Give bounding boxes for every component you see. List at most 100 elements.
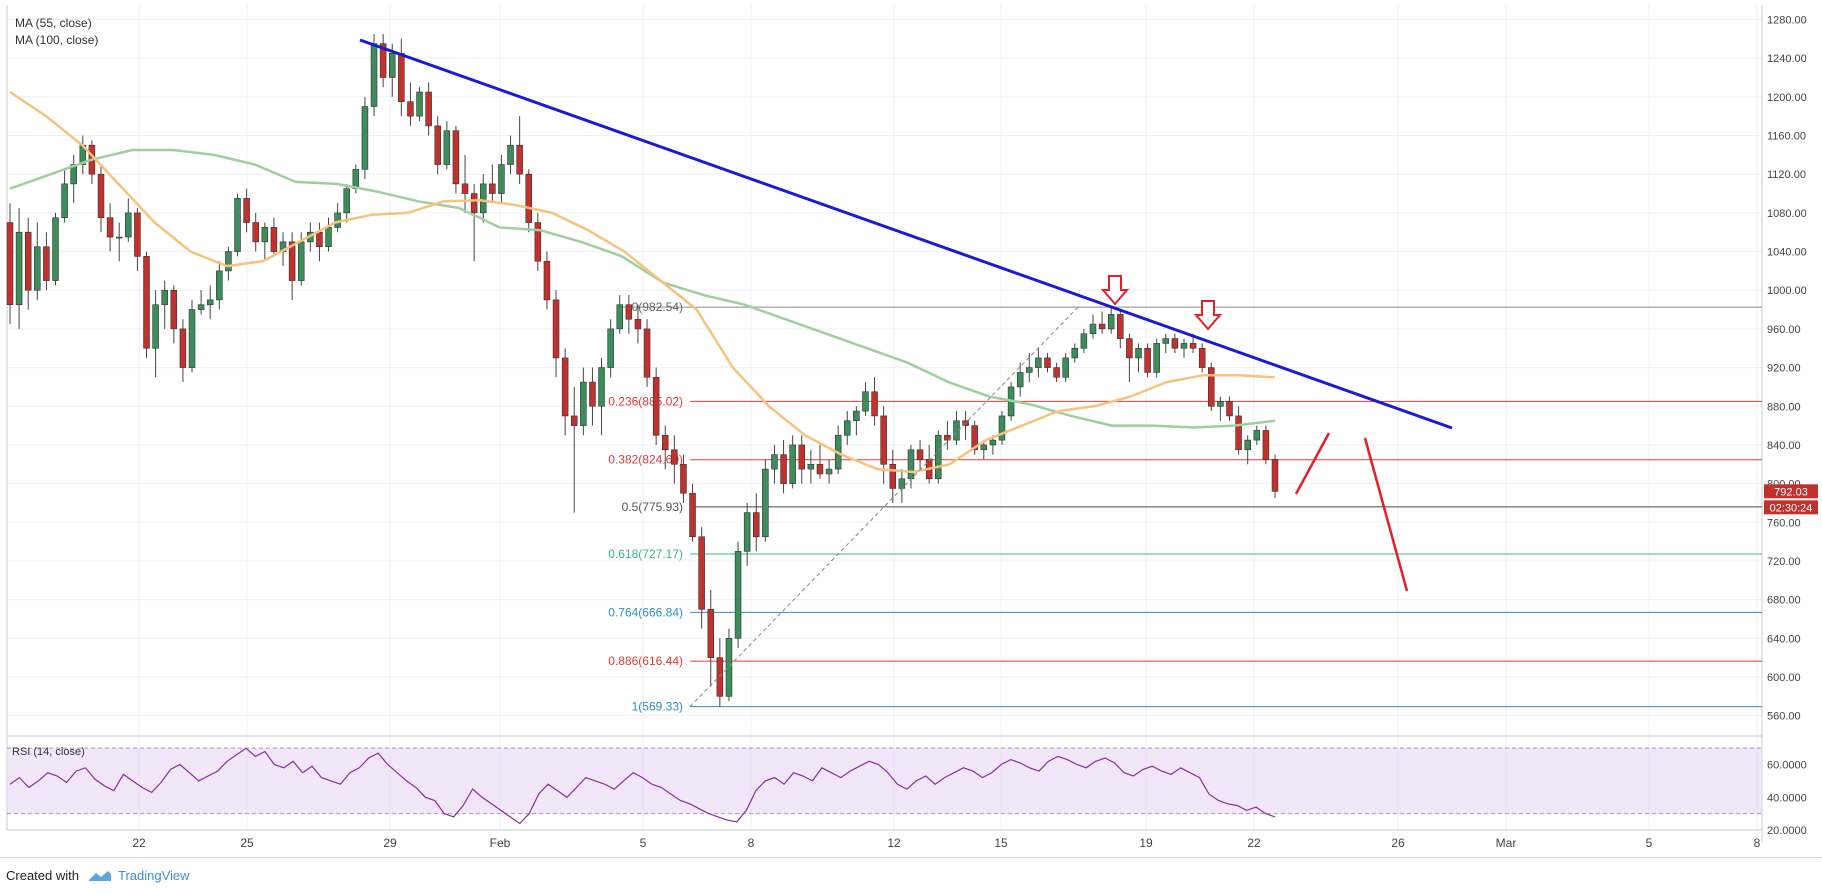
candle-body (398, 53, 405, 102)
candle-body (652, 376, 660, 436)
candle-body (1117, 314, 1124, 339)
candle-body (1089, 323, 1097, 335)
candle-body (889, 463, 897, 489)
price-tick-label: 920.00 (1767, 363, 1801, 375)
candle-body (234, 198, 241, 252)
candle-body (125, 212, 132, 238)
time-tick-label: 12 (887, 836, 901, 850)
candle-body (416, 91, 423, 117)
candle-body (379, 43, 387, 78)
candle-body (1080, 333, 1088, 349)
fib-level-label: 0(982.54) (632, 300, 683, 314)
candle-body (407, 101, 414, 117)
candle-body (898, 478, 906, 489)
candle-body (1144, 347, 1151, 373)
candle-body (343, 188, 350, 214)
rsi-line (9, 747, 1276, 825)
legend-ma55: MA (55, close) (15, 16, 92, 30)
fib-connector-line (689, 306, 1079, 707)
fib-level-label: 1(569.33) (632, 700, 683, 714)
candle-body (907, 449, 915, 480)
last-price-label: 792.03 (1774, 486, 1808, 498)
time-tick-label: 15 (994, 836, 1008, 850)
price-tick-label: 1280.00 (1767, 15, 1807, 27)
time-tick-label: 8 (748, 836, 755, 850)
candle-body (270, 227, 278, 252)
candle-body (225, 251, 232, 272)
candle-body (170, 289, 178, 330)
candle-body (616, 304, 624, 330)
price-tick-label: 560.00 (1767, 711, 1801, 723)
tradingview-logo-icon[interactable] (88, 870, 112, 882)
candle-body (316, 231, 323, 248)
candle-body (580, 381, 587, 426)
candle-body (716, 657, 724, 697)
price-tick-label: 1240.00 (1767, 53, 1807, 65)
time-tick-label: 8 (1754, 836, 1761, 850)
candle-body (880, 415, 887, 465)
price-tick-label: 960.00 (1767, 324, 1801, 336)
chart-canvas[interactable]: 1280.00 1240.00 1200.00 1160.00 1120.00 1080.… (0, 0, 1822, 857)
candle-body (998, 415, 1006, 441)
candle-body (561, 357, 569, 417)
price-tick-label: 600.00 (1767, 672, 1801, 684)
candle-body (1180, 343, 1188, 349)
time-tick-label: 22 (1247, 836, 1261, 850)
fib-level-label: 0.764(666.84) (608, 605, 683, 619)
price-tick-label: 1040.00 (1767, 247, 1807, 259)
footer-bar: Created with TradingView (0, 857, 1822, 893)
candle-body (434, 125, 441, 165)
candle-body (853, 410, 860, 422)
candle-body (844, 420, 851, 436)
candle-body (1262, 430, 1270, 460)
candle-body (206, 299, 214, 306)
price-tick-label: 1080.00 (1767, 208, 1807, 220)
fib-level-label: 0.382(824.69) (608, 453, 683, 467)
candle-body (570, 415, 578, 426)
candle-body (1226, 401, 1233, 417)
candle-body (1107, 314, 1115, 330)
candle-body (1135, 347, 1142, 359)
candle-body (1062, 357, 1069, 378)
candle-body (106, 217, 114, 238)
price-tick-label: 640.00 (1767, 633, 1801, 645)
candle-body (452, 130, 460, 185)
candle-body (388, 53, 396, 78)
candle-body (470, 193, 478, 214)
candle-body (43, 246, 50, 281)
candle-body (498, 164, 505, 194)
price-tick-label: 880.00 (1767, 401, 1801, 413)
price-tick-label: 1200.00 (1767, 92, 1807, 104)
candle-body (661, 434, 669, 451)
rsi-tick-label: 60.0000 (1767, 760, 1807, 772)
candle-body (361, 106, 369, 170)
countdown-badge (1764, 500, 1818, 515)
candle-body (1098, 323, 1106, 330)
candle-body (1271, 459, 1279, 492)
countdown-label: 02:30:24 (1770, 502, 1813, 514)
candle-body (825, 468, 833, 475)
footer-brand-link[interactable]: TradingView (118, 868, 190, 883)
candle-body (1016, 372, 1024, 388)
price-tick-label: 680.00 (1767, 595, 1801, 607)
candle-body (1126, 338, 1133, 359)
projection-up-line (1294, 432, 1331, 495)
candle-body (980, 444, 988, 451)
candle-body (34, 246, 41, 291)
candle-body (197, 304, 205, 310)
candle-body (261, 227, 269, 243)
candle-body (70, 164, 77, 185)
time-tick-label: 5 (640, 836, 647, 850)
candle-body (1035, 357, 1042, 368)
price-tick-label: 840.00 (1767, 440, 1801, 452)
candle-body (1217, 401, 1224, 407)
candle-body (734, 550, 742, 639)
rsi-band (7, 748, 1762, 814)
candle-body (489, 183, 496, 194)
time-tick-label: 29 (383, 836, 397, 850)
candle-body (24, 231, 32, 291)
fib-level-label: 0.618(727.17) (608, 547, 683, 561)
candle-body (507, 144, 514, 165)
resistance-arrow-icon (1100, 275, 1130, 306)
